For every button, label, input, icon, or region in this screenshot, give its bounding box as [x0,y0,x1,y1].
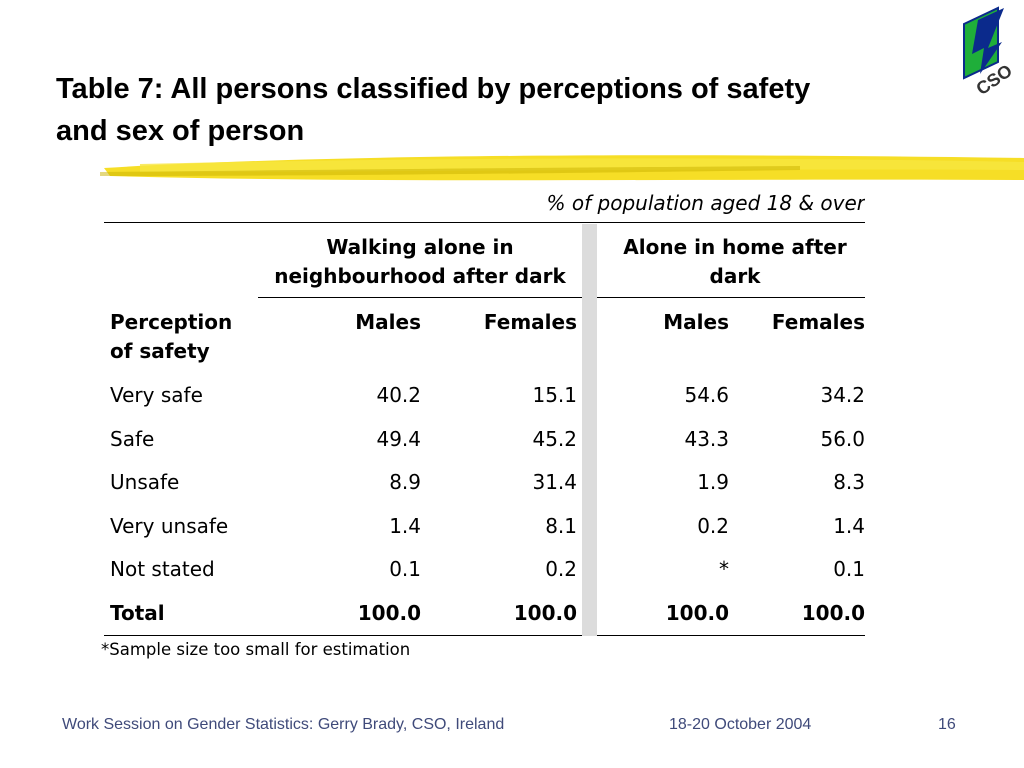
title-line-1: Table 7: All persons classified by perce… [56,73,811,105]
row-label: Unsafe [110,470,180,494]
cell-walking-females: 45.2 [532,427,577,451]
slide-title: Table 7: All persons classified by perce… [56,68,956,152]
column-header-home-females: Females [771,310,865,334]
column-group-separator [582,224,597,636]
footer-date: 18-20 October 2004 [669,716,812,733]
cell-walking-males: 0.1 [389,557,421,581]
table-bottom-rule-left [104,635,582,636]
cell-walking-females: 100.0 [513,601,577,625]
cell-home-females: 8.3 [833,470,865,494]
table-top-rule [104,222,865,223]
cell-walking-females: 8.1 [545,514,577,538]
row-label: Total [110,601,165,625]
row-label: Very safe [110,383,203,407]
cell-walking-females: 0.2 [545,557,577,581]
cell-home-males: * [719,557,729,581]
cell-home-females: 100.0 [801,601,865,625]
safety-table: Walking alone in neighbourhood after dar… [104,222,865,636]
column-header-home-males: Males [663,310,729,334]
table-bottom-rule-right [597,635,865,636]
column-header-walking-males: Males [355,310,421,334]
cell-home-females: 34.2 [820,383,865,407]
group-header-home: Alone in home after dark [623,235,847,288]
column-header-walking-females: Females [483,310,577,334]
cell-home-males: 43.3 [684,427,729,451]
group-header-walking: Walking alone in neighbourhood after dar… [274,235,566,288]
cell-home-males: 0.2 [697,514,729,538]
footer-page-number: 16 [938,716,956,733]
cell-home-females: 0.1 [833,557,865,581]
cell-home-males: 1.9 [697,470,729,494]
title-line-2: and sex of person [56,115,305,147]
cell-walking-females: 31.4 [532,470,577,494]
column-header-perception: Perception of safety [110,310,233,363]
cell-walking-males: 40.2 [376,383,421,407]
cell-home-males: 54.6 [684,383,729,407]
cell-walking-males: 49.4 [376,427,421,451]
cell-walking-males: 8.9 [389,470,421,494]
cell-home-females: 56.0 [820,427,865,451]
table-footnote: *Sample size too small for estimation [101,640,411,659]
group-rule-walking [258,297,582,298]
cell-home-males: 100.0 [665,601,729,625]
row-label: Very unsafe [110,514,229,538]
cell-home-females: 1.4 [833,514,865,538]
row-label: Safe [110,427,155,451]
cso-logo: CSO [963,6,1016,96]
cell-walking-males: 1.4 [389,514,421,538]
group-rule-home [597,297,865,298]
cell-walking-females: 15.1 [532,383,577,407]
cell-walking-males: 100.0 [357,601,421,625]
title-highlight-stroke [100,155,1024,181]
row-label: Not stated [110,557,215,581]
footer-session: Work Session on Gender Statistics: Gerry… [62,716,505,733]
table-subheading: % of population aged 18 & over [546,191,865,215]
